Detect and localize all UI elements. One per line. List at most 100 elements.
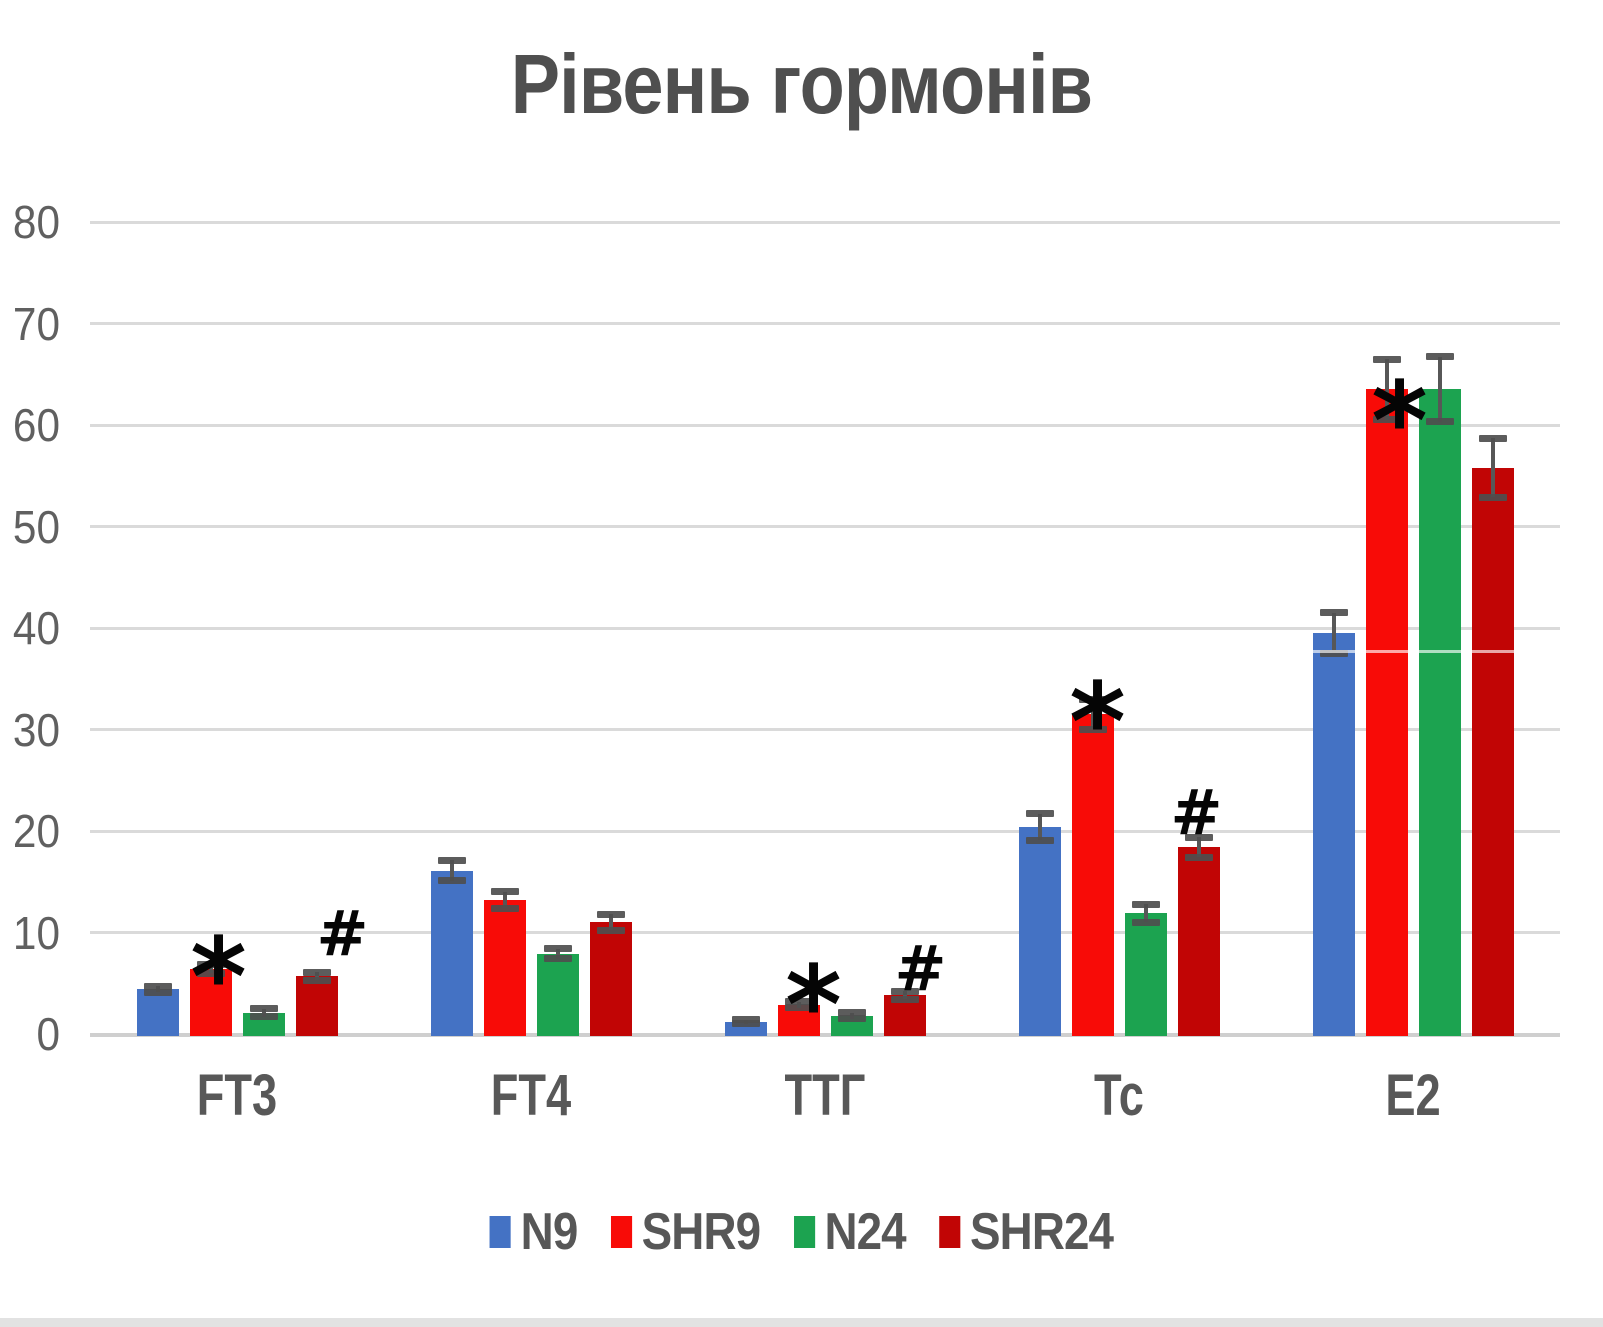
error-bar-cap-top <box>731 1016 760 1024</box>
bar-N9-Тс <box>1018 826 1061 1036</box>
error-bar-cap-top <box>302 968 331 976</box>
gridline-y20 <box>90 829 1560 833</box>
x-axis-category-label: Е2 <box>1385 1063 1441 1128</box>
gridline-y30 <box>90 728 1560 731</box>
significance-hash: # <box>894 932 947 1006</box>
error-bar-cap-bottom <box>1478 493 1507 501</box>
error-bar-cap-bottom <box>302 976 331 984</box>
bar-N9-FT4 <box>430 870 473 1036</box>
bar-SHR9-Е2 <box>1365 389 1408 1036</box>
bar-SHR9-Тс <box>1071 714 1114 1036</box>
x-axis-category-label: FT3 <box>196 1063 278 1128</box>
error-bar-line <box>314 972 319 981</box>
error-bar-cap-bottom <box>596 926 625 934</box>
y-axis-tick-label: 30 <box>12 703 60 756</box>
error-bar-cap-top <box>1078 695 1107 703</box>
error-bar-cap-top <box>543 945 572 953</box>
error-bar-cap-bottom <box>1078 726 1107 733</box>
bar-N24-Е2 <box>1418 389 1461 1036</box>
error-bar-line <box>902 991 907 1000</box>
legend-swatch-SHR24 <box>939 1216 961 1248</box>
error-bar-line <box>208 964 213 974</box>
significance-hash: # <box>316 897 369 971</box>
error-bar-line <box>1037 813 1042 841</box>
error-bar-cap-bottom <box>437 877 466 885</box>
gridline-y60 <box>90 423 1560 427</box>
error-bar-cap-bottom <box>490 904 519 912</box>
legend-swatch-N9 <box>489 1216 511 1248</box>
bar-SHR24-FT4 <box>589 922 632 1036</box>
error-bar-line <box>1196 837 1201 858</box>
error-bar-cap-top <box>1025 810 1054 818</box>
scan-seam-line <box>1245 650 1560 653</box>
error-bar-cap-top <box>1372 355 1401 363</box>
error-bar-cap-bottom <box>249 1013 278 1021</box>
bottom-gray-band <box>0 1318 1603 1327</box>
error-bar-cap-bottom <box>890 995 919 1003</box>
error-bar-cap-top <box>837 1009 866 1017</box>
significance-star: * <box>1069 660 1126 786</box>
error-bar-cap-bottom <box>1319 649 1348 657</box>
gridline-y0 <box>90 1032 1560 1037</box>
y-axis-tick-label: 70 <box>12 297 60 350</box>
error-bar-cap-top <box>249 1005 278 1013</box>
error-bar-cap-bottom <box>837 1015 866 1023</box>
error-bar-cap-top <box>596 910 625 918</box>
error-bar-line <box>1143 904 1148 923</box>
legend: N9 SHR9 N24 SHR24 <box>96 1202 1507 1262</box>
error-bar-cap-top <box>490 888 519 896</box>
significance-star: * <box>785 943 842 1069</box>
x-axis-category-label: FT4 <box>490 1063 572 1128</box>
error-bar-cap-bottom <box>784 1004 813 1012</box>
gridline-y70 <box>90 322 1560 325</box>
error-bar-cap-bottom <box>1131 918 1160 926</box>
y-axis-tick-label: 40 <box>12 602 60 654</box>
gridline-y80 <box>90 220 1560 224</box>
error-bar-line <box>1331 612 1336 654</box>
error-bar-cap-bottom <box>731 1020 760 1028</box>
y-axis-tick-label: 10 <box>12 906 60 959</box>
error-bar-cap-top <box>1131 900 1160 908</box>
significance-star: * <box>190 915 247 1041</box>
legend-label-N24: N24 <box>824 1203 906 1261</box>
significance-star: * <box>1371 360 1428 486</box>
error-bar-line <box>449 860 454 881</box>
error-bar-line <box>555 948 560 959</box>
error-bar-cap-top <box>1319 609 1348 617</box>
legend-item-SHR24: SHR24 <box>939 1202 1114 1262</box>
error-bar-cap-bottom <box>1184 853 1213 861</box>
y-axis-tick-label: 60 <box>12 399 60 451</box>
significance-hash: # <box>1170 776 1223 850</box>
legend-item-N24: N24 <box>793 1202 907 1262</box>
error-bar-cap-top <box>890 987 919 995</box>
bar-SHR24-Е2 <box>1471 467 1514 1036</box>
error-bar-line <box>1437 356 1442 422</box>
gridline-y50 <box>90 525 1560 528</box>
legend-swatch-SHR9 <box>610 1216 632 1248</box>
error-bar-cap-top <box>784 998 813 1006</box>
bar-SHR9-FT3 <box>189 969 232 1036</box>
error-bar-cap-bottom <box>143 988 172 996</box>
error-bar-cap-top <box>437 856 466 864</box>
bar-N24-FT4 <box>536 953 579 1036</box>
chart-title: Рівень гормонів <box>510 37 1093 131</box>
error-bar-cap-top <box>1478 434 1507 442</box>
gridline-y40 <box>90 626 1560 630</box>
error-bar-line <box>1490 438 1495 498</box>
bar-N9-FT3 <box>136 989 179 1036</box>
error-bar-cap-bottom <box>196 969 225 977</box>
gridline-y10 <box>90 931 1560 934</box>
legend-item-SHR9: SHR9 <box>610 1202 761 1262</box>
y-axis-tick-label: 50 <box>12 500 60 553</box>
error-bar-cap-bottom <box>1425 418 1454 426</box>
error-bar-line <box>261 1008 266 1017</box>
error-bar-cap-top <box>1425 353 1454 361</box>
legend-label-SHR24: SHR24 <box>970 1203 1114 1261</box>
bar-SHR24-Тс <box>1177 847 1220 1036</box>
x-axis-category-label: Тс <box>1094 1063 1144 1128</box>
legend-label-N9: N9 <box>520 1203 579 1261</box>
error-bar-line <box>1384 359 1389 420</box>
y-axis-tick-label: 80 <box>12 196 60 248</box>
